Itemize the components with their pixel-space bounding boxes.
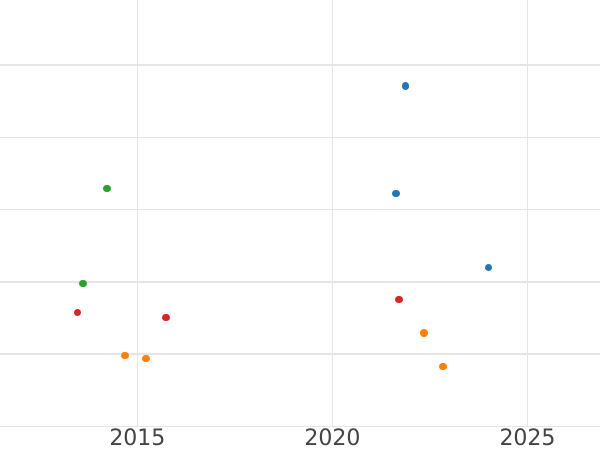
data-point-green xyxy=(79,279,87,288)
data-point-orange xyxy=(121,351,129,360)
data-point-red xyxy=(73,308,82,317)
data-point-red xyxy=(162,313,170,322)
horizontal-gridline xyxy=(0,64,600,66)
data-point-orange xyxy=(142,354,150,363)
horizontal-gridline xyxy=(0,425,600,428)
horizontal-gridline xyxy=(0,281,600,283)
data-point-blue xyxy=(484,263,493,272)
x-tick-label: 2025 xyxy=(499,426,556,450)
horizontal-gridline xyxy=(0,353,600,355)
horizontal-gridline xyxy=(0,208,600,211)
vertical-gridline xyxy=(331,0,334,427)
data-point-red xyxy=(395,295,403,304)
x-tick-label: 2015 xyxy=(109,426,166,450)
data-point-blue xyxy=(392,189,400,198)
vertical-gridline xyxy=(136,0,139,427)
data-point-blue xyxy=(401,82,410,90)
data-point-orange xyxy=(439,362,447,371)
x-axis: 2015 2020 2025 xyxy=(0,427,600,450)
data-point-green xyxy=(103,184,111,193)
horizontal-gridline xyxy=(0,136,600,139)
vertical-gridline xyxy=(526,0,529,427)
x-tick-label: 2020 xyxy=(304,426,361,450)
data-point-orange xyxy=(420,329,428,337)
plot-area xyxy=(0,0,600,428)
